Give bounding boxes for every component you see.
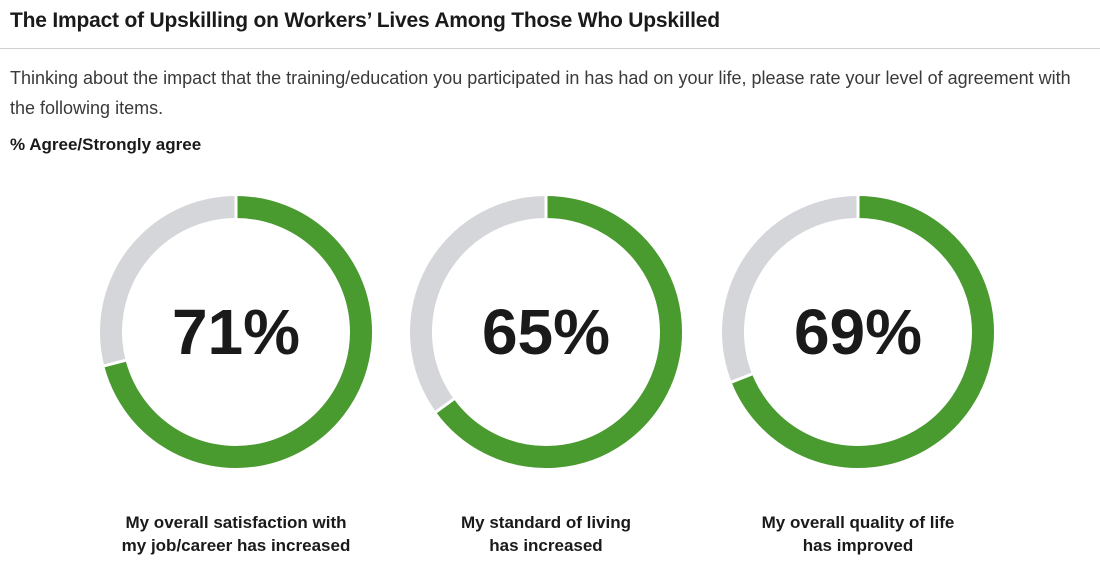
donut-category-label: my job/career has increased <box>122 536 351 555</box>
donut-category-label: My overall quality of life <box>762 513 955 532</box>
donut-value-label: 65% <box>482 296 610 368</box>
donut-value-arc <box>435 196 682 468</box>
donut-value-label: 69% <box>794 296 922 368</box>
donut-category-label: My overall satisfaction with <box>125 513 346 532</box>
donut-category-label: has increased <box>489 536 602 555</box>
donut-category-label: has improved <box>803 536 914 555</box>
donut-value-arc <box>104 196 372 468</box>
donut-3: 69% My overall quality of life has improve… <box>722 195 994 555</box>
donut-2: 65% My standard of living has increased <box>410 195 682 555</box>
arc-separator <box>102 358 127 368</box>
donut-value-label: 71% <box>172 296 300 368</box>
measure-label: % Agree/Strongly agree <box>10 135 202 154</box>
donut-value-arc <box>731 196 994 468</box>
chart-title: The Impact of Upskilling on Workers’ Liv… <box>10 9 720 32</box>
arc-separator <box>730 372 754 384</box>
arc-separator <box>434 397 456 414</box>
title-divider <box>0 48 1100 49</box>
chart-subtitle: Thinking about the impact that the train… <box>10 68 1071 118</box>
donut-category-label: My standard of living <box>461 513 631 532</box>
donut-1: 71% My overall satisfaction with my job/ca… <box>100 195 372 555</box>
